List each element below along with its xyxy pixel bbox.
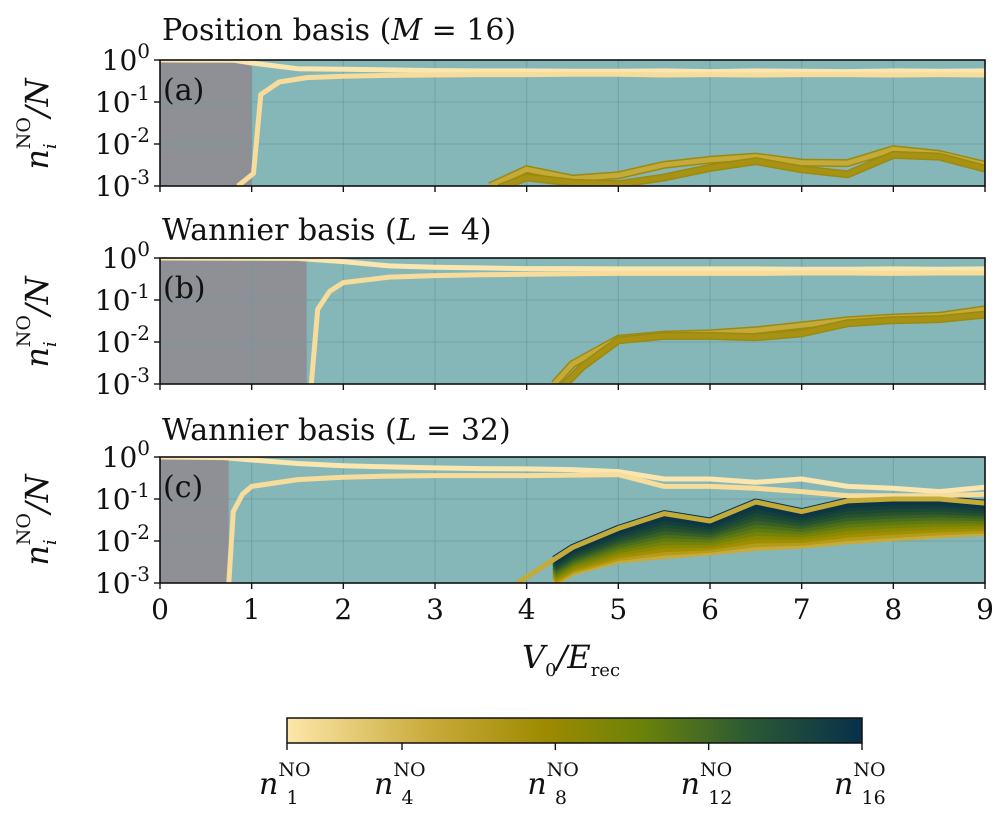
x-tick-label: 8 <box>884 593 902 626</box>
panel-b: 100 10-1 10-2 10-3 (b) <box>95 237 986 401</box>
x-tick-label: 2 <box>334 593 352 626</box>
x-tick-label: 0 <box>151 593 169 626</box>
x-tick-label: 6 <box>701 593 719 626</box>
panel-a-frame <box>159 59 986 187</box>
series-line-n2 <box>226 472 985 583</box>
colorbar-tick-label: nNO 16 <box>834 759 886 809</box>
x-tick-label: 7 <box>793 593 811 626</box>
panel-b-series <box>160 258 985 384</box>
y-tick-label: 100 <box>102 39 150 77</box>
x-tick-label: 4 <box>518 593 536 626</box>
series-line-n1 <box>160 457 985 495</box>
colorbar-tick-label: nNO 12 <box>681 759 733 809</box>
x-tick-label: 3 <box>426 593 444 626</box>
y-tick-label: 10-1 <box>95 81 150 119</box>
panel-a: 100 10-1 10-2 10-3 (a) <box>95 39 986 203</box>
panels: 10010-110-210-3(a)10010-110-210-3(b)1001… <box>95 39 994 626</box>
x-tick-label: 1 <box>243 593 261 626</box>
y-tick-label: 10-3 <box>95 363 150 401</box>
x-tick-label: 9 <box>976 593 994 626</box>
colorbar-ticks: nNO 1 nNO 4 nNO 8 nNO 12 nNO 16 <box>259 743 886 809</box>
y-axis-label-a: niNO/N <box>13 77 61 169</box>
series-line-n3 <box>488 146 985 186</box>
y-tick-label: 10-1 <box>95 279 150 317</box>
y-tick-label: 10-2 <box>95 520 150 558</box>
panel-b-frame <box>159 257 986 385</box>
panel-c: 100 10-1 10-2 10-30 1 2 3 4 5 6 7 8 9 (c) <box>95 436 994 626</box>
panel-c-gray-region <box>160 457 229 583</box>
panel-b-title: Wannier basis (L = 4) <box>162 213 492 248</box>
y-tick-label: 10-3 <box>95 562 150 600</box>
panel-c-frame <box>159 456 986 584</box>
x-tick-label: 5 <box>609 593 627 626</box>
panel-a-title: Position basis (M = 16) <box>162 13 516 48</box>
series-line-n4 <box>498 152 985 186</box>
panel-c-title: Wannier basis (L = 32) <box>162 413 511 448</box>
y-tick-label: 10-2 <box>95 123 150 161</box>
y-axis-label-c: niNO/N <box>13 473 61 565</box>
colorbar-tick-label: nNO 4 <box>374 759 426 809</box>
colorbar <box>286 717 863 744</box>
y-tick-label: 100 <box>102 237 150 275</box>
svg-text:niNO/N: niNO/N <box>13 275 61 367</box>
panel-b-label: (b) <box>163 271 206 306</box>
panel-c-label: (c) <box>163 470 203 505</box>
svg-text:niNO/N: niNO/N <box>13 473 61 565</box>
y-axis-label-b: niNO/N <box>13 275 61 367</box>
panel-c-series <box>160 457 985 583</box>
colorbar-tick-label: nNO 8 <box>527 759 579 809</box>
y-tick-label: 100 <box>102 436 150 474</box>
svg-text:niNO/N: niNO/N <box>13 77 61 169</box>
panel-b-gray-region <box>160 258 307 384</box>
y-tick-label: 10-2 <box>95 321 150 359</box>
panel-a-series <box>160 60 985 186</box>
series-line-n2 <box>236 71 985 186</box>
series-line-n4 <box>561 312 985 384</box>
series-line-n3 <box>516 496 985 583</box>
panel-a-label: (a) <box>163 73 204 108</box>
panel-a-gray-region <box>160 60 252 186</box>
y-tick-label: 10-1 <box>95 478 150 516</box>
x-axis-label: V0/Erec <box>522 638 620 681</box>
series-line-n1 <box>160 258 985 272</box>
series-line-n2 <box>308 270 985 384</box>
colorbar-tick-label: nNO 1 <box>259 759 311 809</box>
series-line-n1 <box>160 60 985 75</box>
y-tick-label: 10-3 <box>95 165 150 203</box>
